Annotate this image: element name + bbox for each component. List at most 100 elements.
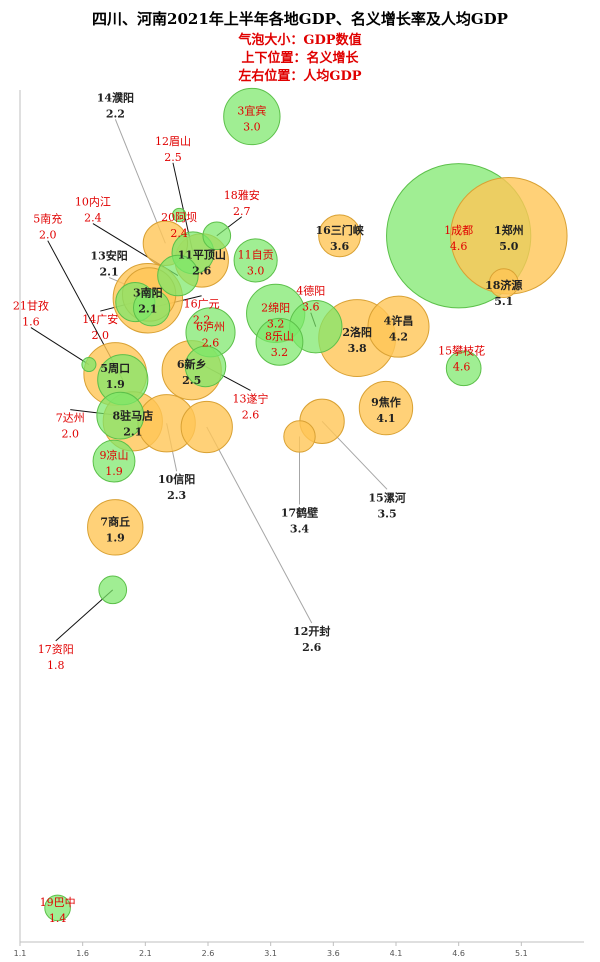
bubble-3宜宾 [223, 87, 281, 146]
label-name-3宜宾: 3宜宾 [237, 104, 266, 118]
label-name-12眉山: 12眉山 [155, 135, 191, 148]
label-name-16三门峡: 16三门峡 [315, 223, 364, 237]
label-value-8乐山: 3.2 [271, 346, 289, 359]
label-value-21甘孜: 1.6 [22, 316, 40, 329]
label-name-14广安: 14广安 [82, 312, 118, 326]
label-name-13安阳: 13安阳 [90, 248, 127, 262]
label-value-4德阳: 3.6 [302, 301, 320, 314]
label-value-11平顶山: 2.6 [192, 264, 211, 277]
label-value-12眉山: 2.5 [164, 151, 182, 164]
bubble-13遂宁 [184, 345, 227, 388]
chart-subtitle-size: 气泡大小：GDP数值 [238, 32, 361, 48]
label-name-19巴中: 19巴中 [40, 896, 76, 909]
label-name-12开封: 12开封 [293, 624, 330, 638]
bubble-9凉山 [92, 439, 136, 483]
label-name-7达州: 7达州 [56, 412, 85, 425]
label-value-13安阳: 2.1 [100, 265, 119, 278]
label-value-19巴中: 1.4 [49, 912, 67, 925]
label-name-11自贡: 11自贡 [238, 248, 274, 261]
bubble-17资阳 [98, 575, 128, 605]
label-name-5周口: 5周口 [100, 362, 130, 375]
label-name-14濮阳: 14濮阳 [97, 90, 134, 104]
label-name-5南充: 5南充 [33, 212, 62, 226]
label-value-5周口: 1.9 [106, 378, 125, 391]
leader-21甘孜 [30, 327, 90, 365]
label-value-20阿坝: 2.4 [170, 227, 188, 240]
bubbles [44, 87, 568, 922]
label-name-8驻马店: 8驻马店 [112, 408, 153, 422]
label-value-14濮阳: 2.2 [106, 107, 125, 120]
label-value-6新乡: 2.5 [182, 374, 201, 387]
label-name-16广元: 16广元 [184, 298, 220, 311]
label-name-10信阳: 10信阳 [158, 472, 195, 486]
label-name-11平顶山: 11平顶山 [178, 247, 226, 261]
x-tick-label: 3.6 [327, 949, 340, 958]
label-value-3宜宾: 3.0 [243, 121, 261, 134]
label-value-15攀枝花: 4.6 [453, 360, 471, 373]
label-name-21甘孜: 21甘孜 [13, 299, 49, 313]
x-ticks: 1.1 1.6 2.1 2.6 3.1 3.6 4.1 4.6 5.1 [14, 942, 528, 958]
label-name-13遂宁: 13遂宁 [232, 391, 268, 405]
label-value-7达州: 2.0 [62, 428, 80, 441]
label-value-8驻马店: 2.1 [123, 425, 142, 438]
bubble-19巴中 [44, 894, 71, 922]
bubble-10内江 [157, 254, 199, 297]
x-tick-label: 3.1 [264, 949, 277, 958]
bubble-16三门峡 [318, 214, 362, 258]
bubble-20阿坝 [172, 207, 187, 223]
label-name-1成都: 1成都 [444, 224, 473, 237]
label-value-11自贡: 3.0 [247, 264, 265, 277]
label-value-2洛阳: 3.8 [348, 342, 367, 355]
bubble-7达州 [96, 391, 145, 440]
chart-subtitle-horizontal: 左右位置：人均GDP [238, 68, 361, 84]
label-name-10内江: 10内江 [75, 195, 111, 209]
label-name-9焦作: 9焦作 [371, 395, 401, 409]
label-value-6泸州: 2.6 [202, 336, 220, 349]
label-name-3南阳: 3南阳 [133, 285, 163, 299]
label-name-7商丘: 7商丘 [100, 514, 130, 528]
bubble-labels: 1成都 4.6 1郑州 5.0 3宜宾 3.0 18济源 5.1 16三门峡 3.6 11平顶山 2.… [13, 90, 524, 925]
bubble-9焦作 [358, 380, 414, 436]
bubble-15攀枝花 [445, 350, 482, 387]
label-value-12开封: 2.6 [302, 641, 321, 654]
label-name-18济源: 18济源 [485, 278, 522, 292]
x-tick-label: 4.6 [452, 949, 465, 958]
x-tick-label: 4.1 [390, 949, 403, 958]
bubble-8乐山 [255, 317, 304, 366]
label-value-17鹤壁: 3.4 [290, 522, 309, 535]
label-name-9凉山: 9凉山 [100, 448, 129, 462]
label-value-18雅安: 2.7 [233, 205, 251, 218]
label-name-20阿坝: 20阿坝 [161, 210, 197, 224]
label-name-8乐山: 8乐山 [265, 330, 294, 343]
label-value-1郑州: 5.0 [499, 240, 518, 253]
label-name-2绵阳: 2绵阳 [261, 300, 290, 314]
chart-subtitle-vertical: 上下位置：名义增长 [241, 50, 359, 66]
leader-12开封 [206, 426, 313, 624]
label-name-4许昌: 4许昌 [384, 314, 414, 328]
bubble-21甘孜 [81, 357, 97, 373]
label-value-16三门峡: 3.6 [330, 240, 349, 253]
label-name-17资阳: 17资阳 [38, 643, 74, 656]
bubble-11自贡 [233, 238, 278, 283]
label-value-9焦作: 4.1 [376, 412, 395, 425]
bubble-12开封 [180, 400, 233, 454]
label-name-6新乡: 6新乡 [177, 357, 207, 371]
bubble-18济源 [488, 268, 519, 299]
label-value-17资阳: 1.8 [47, 659, 65, 672]
label-name-2洛阳: 2洛阳 [342, 325, 372, 339]
label-value-2绵阳: 3.2 [267, 317, 285, 330]
label-value-16广元: 2.2 [193, 314, 211, 327]
x-tick-label: 5.1 [515, 949, 528, 958]
label-value-14广安: 2.0 [92, 329, 110, 342]
label-name-18雅安: 18雅安 [224, 188, 260, 202]
label-value-15漯河: 3.5 [377, 507, 396, 520]
x-tick-label: 2.6 [202, 949, 215, 958]
bubble-4许昌 [367, 295, 430, 358]
chart-title: 四川、河南2021年上半年各地GDP、名义增长率及人均GDP [92, 10, 508, 28]
x-tick-label: 2.1 [139, 949, 152, 958]
label-value-7商丘: 1.9 [106, 531, 125, 544]
x-tick-label: 1.1 [14, 949, 27, 958]
label-value-3南阳: 2.1 [138, 302, 157, 315]
label-name-6泸州: 6泸州 [196, 320, 225, 333]
